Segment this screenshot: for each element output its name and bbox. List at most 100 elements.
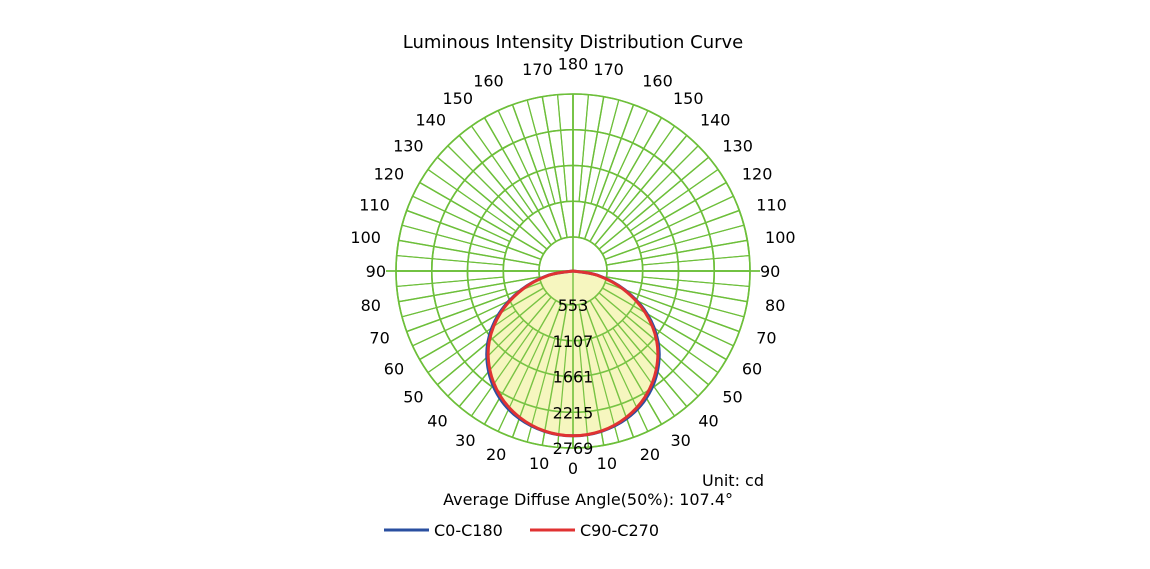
angle-tick-label: 140 (416, 111, 447, 130)
grid-spoke-minor (427, 310, 517, 374)
legend-label: C90-C270 (580, 521, 659, 540)
legend: C0-C180 C90-C270 (384, 521, 659, 540)
legend-label: C0-C180 (434, 521, 503, 540)
grid-spoke (578, 304, 605, 446)
chart-title: Luminous Intensity Distribution Curve (403, 32, 744, 53)
grid-spoke (589, 300, 663, 425)
angle-tick-label: 110 (359, 195, 390, 214)
grid-spoke-minor (635, 299, 734, 347)
intensity-fill (386, 93, 760, 449)
angle-tick-label: 40 (427, 411, 447, 430)
radial-tick-label: 1107 (553, 332, 594, 351)
angle-tick-label: 80 (765, 296, 785, 315)
grid-spoke-minor (629, 310, 719, 374)
grid-spoke (606, 276, 748, 303)
grid-spoke-minor (427, 168, 517, 232)
grid-spoke-minor (601, 110, 649, 209)
radial-tick-label: 2769 (553, 439, 594, 458)
angle-tick-label: 160 (473, 72, 504, 91)
grid-spoke (398, 276, 540, 303)
grid-spoke (598, 156, 710, 250)
grid-spoke-minor (642, 276, 750, 288)
series-layer (485, 269, 661, 438)
series-line-c90-c270 (486, 269, 660, 438)
angle-tick-label: 170 (522, 60, 553, 79)
angle-tick-label: 170 (593, 60, 624, 79)
grid-spoke (458, 296, 552, 408)
grid-spoke-minor (642, 254, 750, 266)
grid-spoke-minor (590, 99, 620, 204)
angle-tick-label: 120 (374, 165, 405, 184)
grid-spoke (436, 156, 548, 250)
grid-spoke (583, 104, 635, 240)
grid-spoke-minor (447, 145, 525, 223)
grid-spoke (398, 239, 540, 266)
angle-tick-label: 140 (700, 111, 731, 130)
angle-tick-label: 20 (486, 445, 506, 464)
grid-spoke (594, 134, 688, 246)
legend-item: C0-C180 (384, 521, 503, 540)
average-angle-label: Average Diffuse Angle(50%): 107.4° (443, 490, 733, 509)
grid-spoke-minor (526, 99, 556, 204)
grid-spoke-minor (412, 195, 511, 243)
angle-tick-label: 80 (361, 296, 381, 315)
grid-spoke (541, 96, 568, 238)
angle-tick-label: 10 (597, 454, 617, 473)
grid-spoke-minor (412, 299, 511, 347)
angle-tick-label: 70 (369, 329, 389, 348)
grid-spoke-minor (401, 224, 506, 254)
grid-spoke-minor (396, 254, 504, 266)
grid-spoke-minor (640, 288, 745, 318)
grid-spoke-minor (470, 125, 534, 215)
grid-spoke (483, 300, 557, 425)
unit-label: Unit: cd (702, 471, 764, 490)
grid-spoke-minor (578, 94, 590, 202)
angle-tick-label: 20 (640, 445, 660, 464)
grid-spoke (483, 117, 557, 242)
grid-spoke-minor (556, 94, 568, 202)
radial-tick-label: 553 (558, 296, 589, 315)
grid-spoke-minor (401, 288, 506, 318)
grid-spoke-minor (640, 224, 745, 254)
grid-spoke-minor (601, 333, 649, 432)
grid-spoke-minor (497, 110, 545, 209)
angle-tick-label: 50 (722, 387, 742, 406)
grid-spoke (578, 96, 605, 238)
angle-tick-label: 120 (742, 165, 773, 184)
angle-tick-label: 70 (756, 329, 776, 348)
angle-tick-label: 160 (642, 72, 673, 91)
radial-tick-label: 2215 (553, 403, 594, 422)
grid-spoke (589, 117, 663, 242)
grid-spoke-minor (396, 276, 504, 288)
grid-spoke (602, 287, 727, 361)
angle-tick-label: 60 (384, 360, 404, 379)
angle-tick-label: 110 (756, 195, 787, 214)
angle-tick-label: 30 (671, 431, 691, 450)
angle-tick-label: 180 (558, 55, 589, 74)
grid-spoke (511, 302, 563, 438)
grid-spoke-minor (497, 333, 545, 432)
angle-tick-label: 10 (529, 454, 549, 473)
angle-tick-label: 130 (393, 137, 424, 156)
angle-tick-label: 90 (366, 262, 386, 281)
grid-spoke (583, 302, 635, 438)
grid-spoke (436, 292, 548, 386)
grid-spoke (541, 304, 568, 446)
radial-tick-labels: 553 1107 1661 2215 2769 (553, 296, 594, 458)
grid-spoke-minor (612, 327, 676, 417)
grid-spoke-minor (556, 340, 568, 448)
grid-spoke-minor (578, 340, 590, 448)
grid-spoke-minor (470, 327, 534, 417)
angle-tick-label: 150 (442, 89, 473, 108)
grid-spoke (511, 104, 563, 240)
angle-tick-label: 150 (673, 89, 704, 108)
grid-spoke (406, 209, 542, 261)
grid-spoke (419, 287, 544, 361)
angle-tick-label: 0 (568, 459, 578, 478)
radial-tick-label: 1661 (553, 368, 594, 387)
angle-tick-label: 100 (350, 228, 381, 247)
angle-tick-label: 50 (403, 387, 423, 406)
grid-spoke-minor (629, 168, 719, 232)
